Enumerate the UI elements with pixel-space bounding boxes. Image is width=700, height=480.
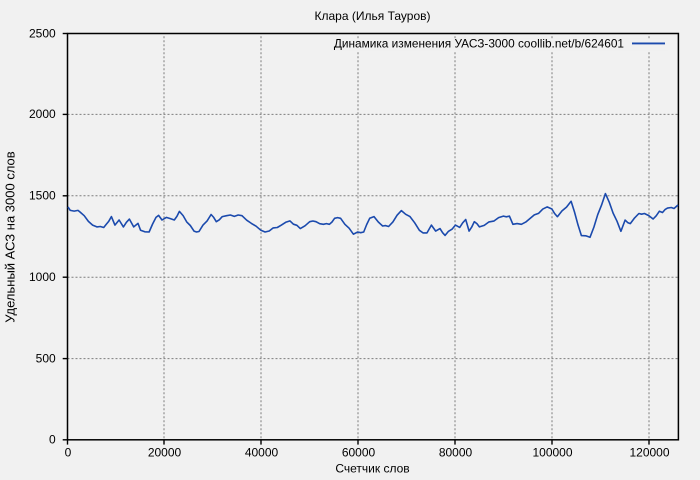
svg-text:2500: 2500: [29, 26, 56, 40]
svg-text:100000: 100000: [532, 445, 572, 459]
svg-text:1000: 1000: [29, 270, 56, 284]
svg-text:40000: 40000: [245, 445, 279, 459]
svg-text:60000: 60000: [342, 445, 376, 459]
svg-text:Клара (Илья Тауров): Клара (Илья Тауров): [315, 9, 431, 23]
svg-text:Счетчик слов: Счетчик слов: [335, 462, 409, 476]
svg-text:0: 0: [49, 433, 56, 447]
svg-text:Удельный АСЗ на 3000 слов: Удельный АСЗ на 3000 слов: [3, 151, 18, 322]
svg-text:500: 500: [36, 351, 56, 365]
svg-text:1500: 1500: [29, 189, 56, 203]
svg-text:120000: 120000: [629, 445, 669, 459]
svg-text:80000: 80000: [439, 445, 473, 459]
svg-text:Динамика изменения УАСЗ-3000 c: Динамика изменения УАСЗ-3000 coollib.net…: [334, 36, 625, 50]
svg-text:20000: 20000: [148, 445, 182, 459]
svg-text:2000: 2000: [29, 107, 56, 121]
svg-text:0: 0: [65, 445, 72, 459]
